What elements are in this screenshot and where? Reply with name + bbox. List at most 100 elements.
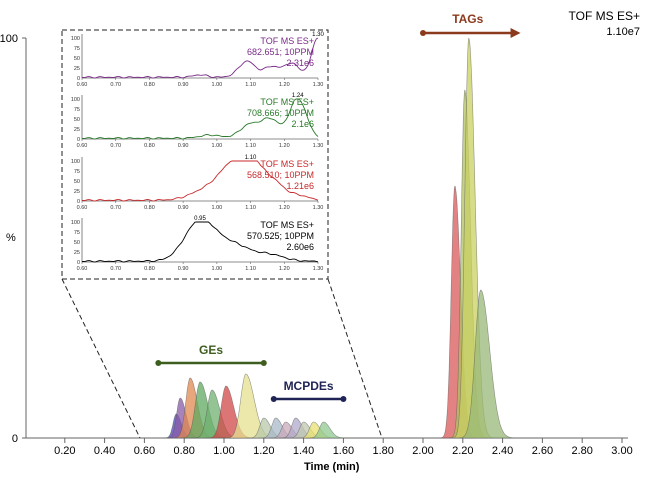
inset-x-tick-label: 0.80	[144, 205, 155, 211]
inset-x-tick-label: 0.90	[178, 143, 189, 149]
inset-trace-label: 570.525; 10PPM	[247, 231, 314, 241]
range-annotations: TAGs GEs MCPDEs	[155, 12, 521, 402]
inset-trace	[81, 98, 319, 140]
inset-peak-label: 1.30	[312, 32, 324, 38]
chart-intensity: 1.10e7	[606, 26, 640, 38]
inset-x-tick-label: 1.10	[245, 266, 256, 272]
inset-x-tick-label: 0.90	[178, 266, 189, 272]
x-ticks: 0.20 0.40 0.60 0.80 1.00 1.20 1.40 1.60 1.80 2.00…	[54, 438, 633, 457]
inset-panel	[61, 29, 329, 280]
zoom-line-left	[61, 278, 141, 439]
inset-trace-label: 568.510; 10PPM	[247, 170, 314, 180]
chart-title: TOF MS ES+	[569, 9, 640, 23]
x-tick-label: 2.80	[571, 445, 592, 457]
inset-title: TOF MS ES+	[260, 220, 314, 230]
x-tick-label: 1.00	[213, 445, 234, 457]
x-tick-label: 3.00	[611, 445, 632, 457]
inset-y-tick-label: 100	[71, 220, 80, 226]
inset-trace-label: 682.651; 10PPM	[247, 47, 314, 57]
inset-x-tick-label: 1.30	[313, 143, 324, 149]
inset-y-tick-label: 100	[71, 97, 80, 103]
x-tick-label: 1.60	[333, 445, 354, 457]
inset-y-tick-label: 75	[74, 230, 80, 236]
inset-title: TOF MS ES+	[260, 36, 314, 46]
annotation-mcpdes-label: MCPDEs	[284, 379, 334, 393]
x-tick-label: 0.80	[173, 445, 194, 457]
inset-intensity: 2.60e6	[286, 242, 314, 252]
inset-x-tick-label: 0.60	[77, 143, 88, 149]
inset-x-tick-label: 1.10	[245, 143, 256, 149]
inset-peak-label: 1.24	[292, 93, 304, 99]
inset-y-tick-label: 25	[74, 250, 80, 256]
inset-y-tick-label: 50	[74, 179, 80, 185]
inset-trace	[81, 37, 319, 79]
inset-y-tick-label: 0	[77, 76, 80, 82]
inset-x-tick-label: 0.80	[144, 82, 155, 88]
x-tick-label: 1.20	[253, 445, 274, 457]
x-tick-label: 0.20	[54, 445, 75, 457]
inset-trace-label: 708.666; 10PPM	[247, 108, 314, 118]
inset-y-tick-label: 75	[74, 169, 80, 175]
main-axes: % Time (min) TOF MS ES+ 1.10e7	[6, 9, 640, 473]
inset-y-tick-label: 0	[77, 199, 80, 205]
x-tick-label: 2.20	[452, 445, 473, 457]
inset-intensity: 2.31e6	[286, 58, 314, 68]
inset-peak-label: 1.10	[245, 155, 257, 161]
inset-x-tick-label: 0.90	[178, 82, 189, 88]
inset-y-tick-label: 25	[74, 189, 80, 195]
x-tick-label: 1.80	[372, 445, 393, 457]
inset-y-tick-label: 75	[74, 107, 80, 113]
x-tick-label: 0.60	[134, 445, 155, 457]
y-axis-label: %	[6, 232, 16, 244]
inset-x-tick-label: 1.30	[313, 205, 324, 211]
inset-intensity: 2.1e6	[291, 119, 314, 129]
inset-y-tick-label: 25	[74, 66, 80, 72]
annotation-tags-arrowhead	[510, 28, 521, 38]
peaks	[161, 37, 515, 439]
x-tick-label: 0.40	[94, 445, 115, 457]
inset-y-tick-label: 25	[74, 127, 80, 133]
inset-x-tick-label: 0.60	[77, 266, 88, 272]
inset-x-tick-label: 1.20	[279, 82, 290, 88]
inset-2: 0 25 50 75 100 0.60 0.70 0.80 0.90 1.00 1.10 1.20 1.…	[71, 93, 324, 149]
y-tick-label: 0	[12, 433, 18, 445]
inset-y-tick-label: 50	[74, 240, 80, 246]
peak-mcpde-7	[305, 421, 348, 439]
inset-trace	[81, 160, 319, 202]
x-tick-label: 1.40	[293, 445, 314, 457]
inset-y-tick-label: 50	[74, 117, 80, 123]
inset-x-tick-label: 0.70	[110, 266, 121, 272]
inset-y-tick-label: 0	[77, 137, 80, 143]
inset-x-tick-label: 0.70	[110, 143, 121, 149]
inset-x-tick-label: 1.20	[279, 266, 290, 272]
inset-y-tick-label: 100	[71, 36, 80, 42]
inset-3: 0 25 50 75 100 0.60 0.70 0.80 0.90 1.00 1.10 1.20 1.…	[71, 155, 324, 211]
inset-y-tick-label: 100	[71, 159, 80, 165]
inset-x-tick-label: 1.10	[245, 205, 256, 211]
inset-zoom-lines	[61, 278, 383, 439]
inset-intensity: 1.21e6	[286, 181, 314, 191]
annotation-ges-start-dot	[155, 360, 162, 366]
annotation-mcpdes-end-dot	[340, 396, 347, 402]
inset-x-tick-label: 1.00	[211, 266, 222, 272]
inset-1: 0 25 50 75 100 0.60 0.70 0.80 0.90 1.00 1.10 1.20 1.…	[71, 32, 325, 88]
y-tick-label: 100	[0, 33, 18, 45]
annotation-tags-label: TAGs	[452, 12, 483, 26]
x-axis-label: Time (min)	[304, 461, 360, 473]
y-ticks: 0 100	[0, 33, 26, 445]
x-tick-label: 2.00	[412, 445, 433, 457]
inset-x-tick-label: 0.80	[144, 266, 155, 272]
zoom-line-right	[327, 278, 383, 439]
inset-y-tick-label: 50	[74, 56, 80, 62]
inset-x-tick-label: 1.30	[313, 82, 324, 88]
inset-x-tick-label: 0.90	[178, 205, 189, 211]
inset-x-tick-label: 1.30	[313, 266, 324, 272]
inset-x-tick-label: 0.60	[77, 82, 88, 88]
inset-title: TOF MS ES+	[260, 159, 314, 169]
annotation-mcpdes-start-dot	[270, 396, 277, 402]
annotation-tags-start-dot	[420, 30, 426, 36]
inset-x-tick-label: 0.80	[144, 143, 155, 149]
inset-4: 0 25 50 75 100 0.60 0.70 0.80 0.90 1.00 1.10 1.20 1.…	[71, 216, 324, 272]
